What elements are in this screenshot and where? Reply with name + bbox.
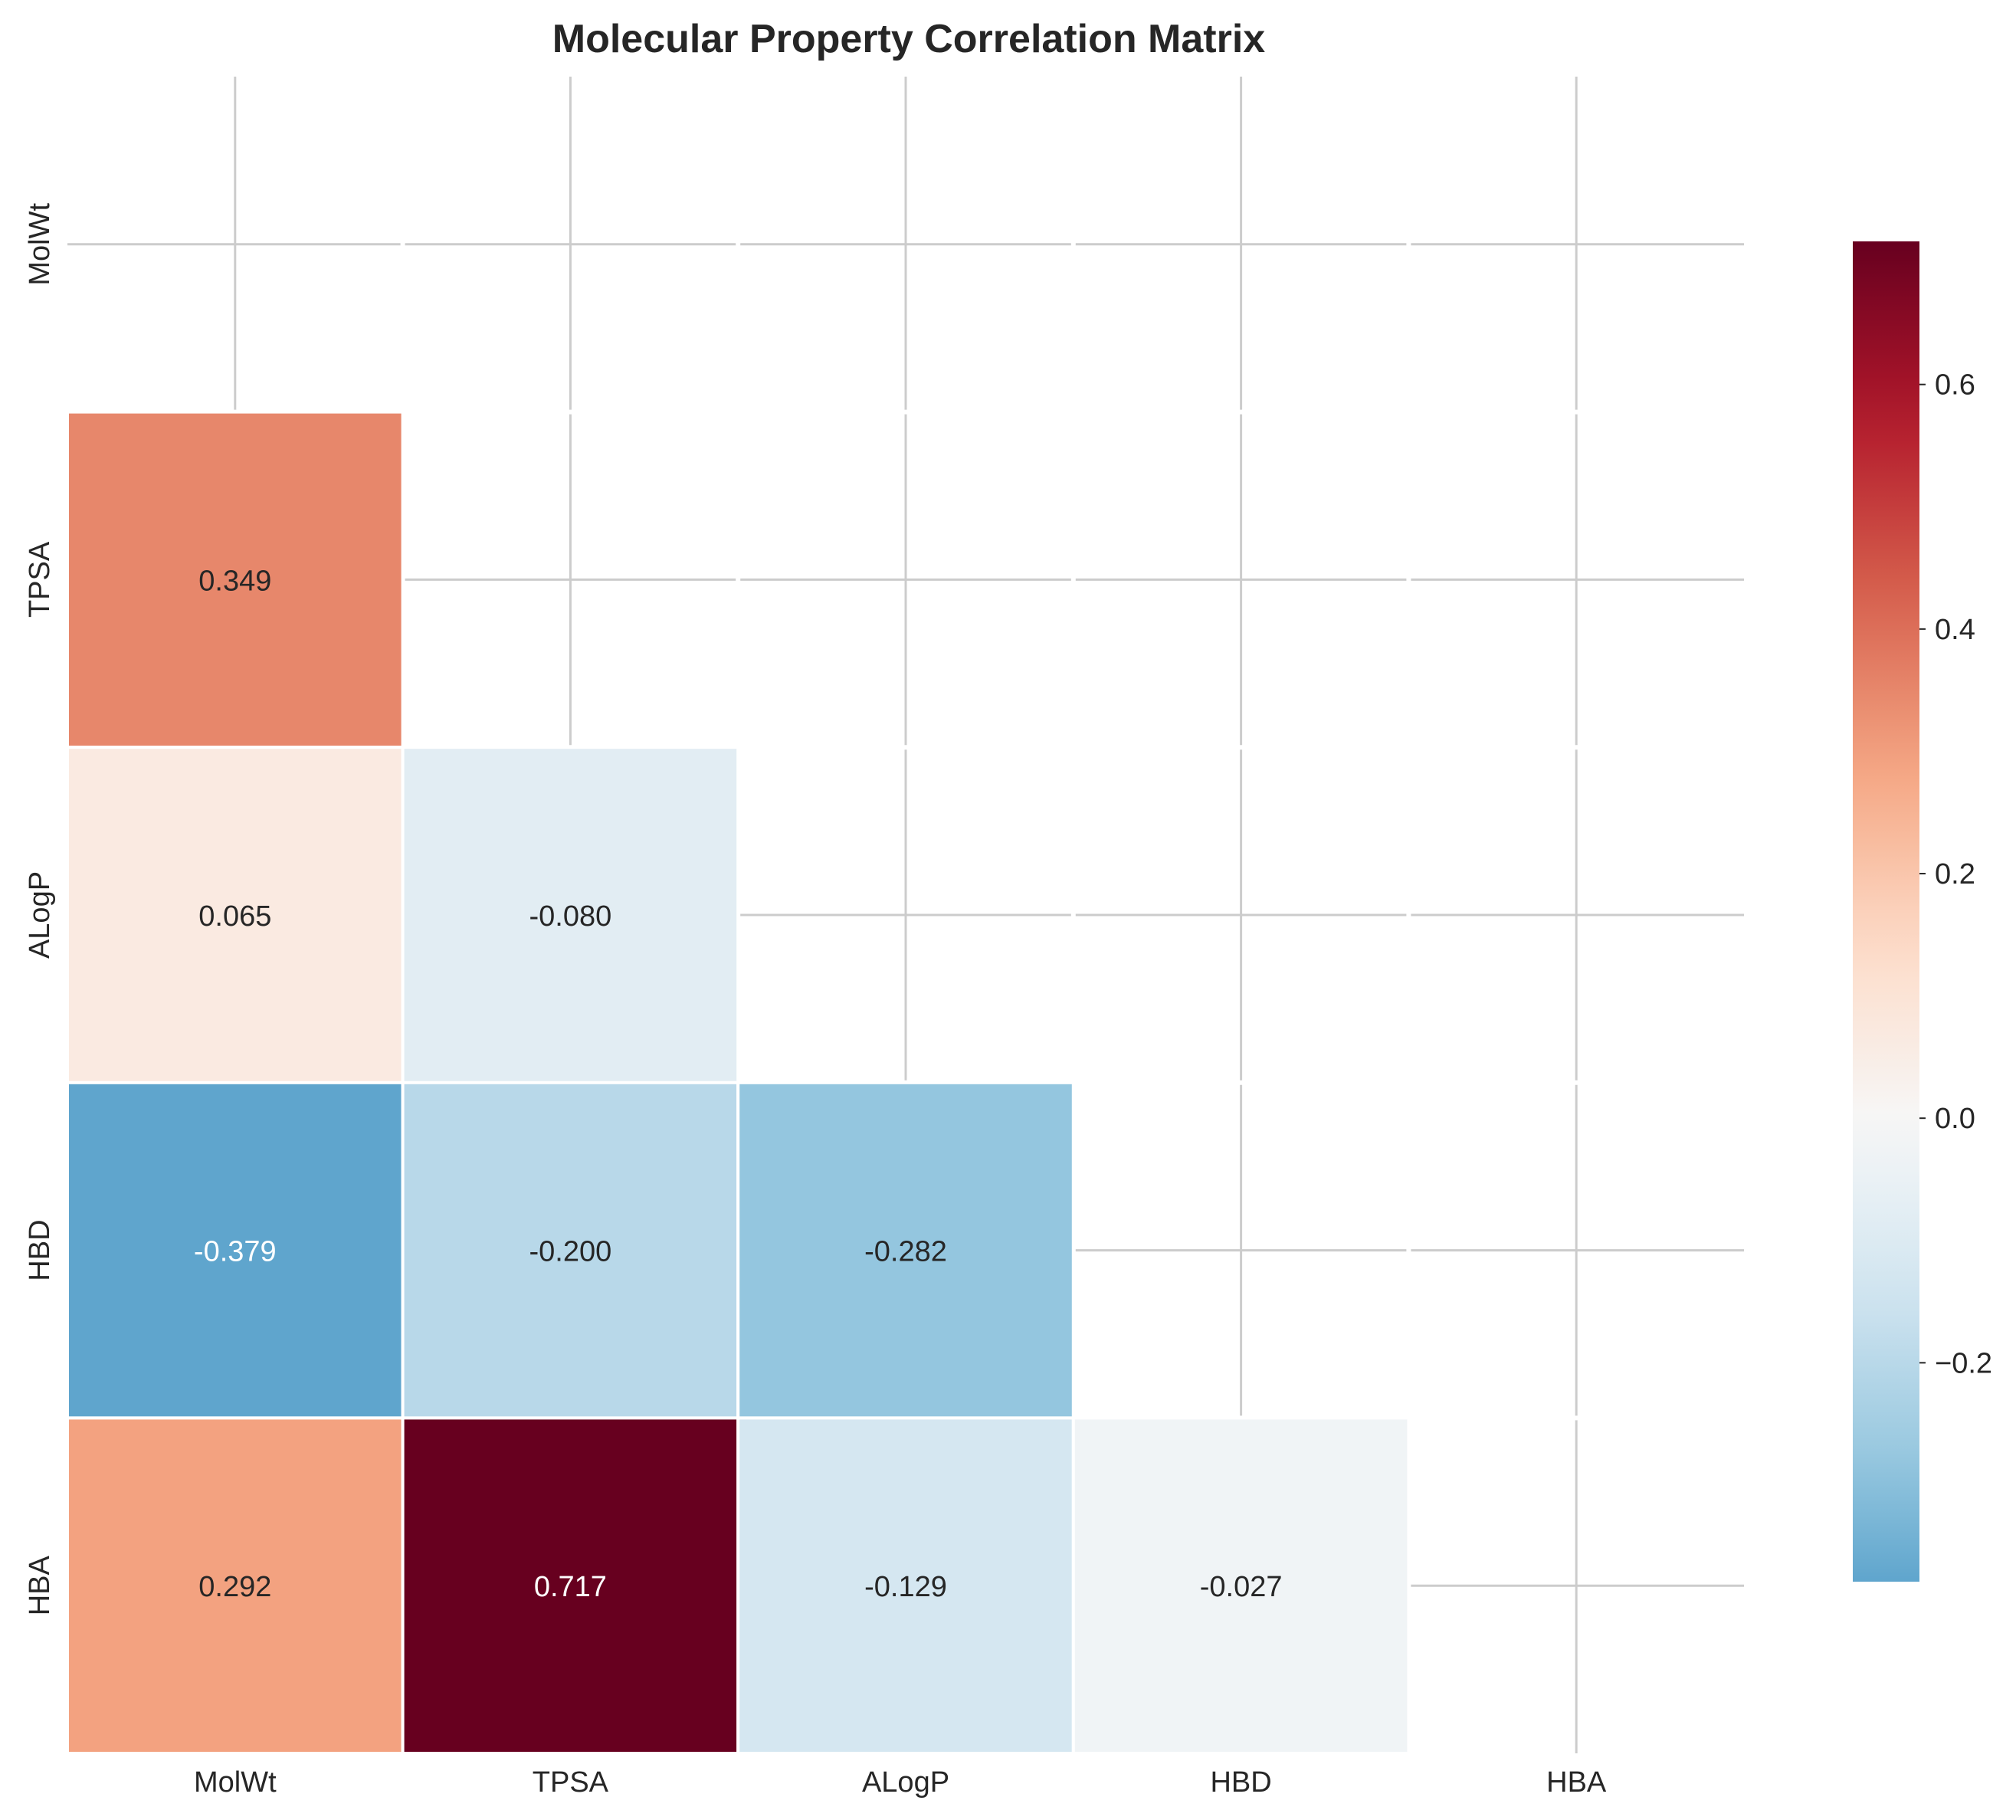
y-tick-label: HBD: [24, 1219, 56, 1281]
axis-tick-labels: MolWt MolWt TPSA TPSA ALogP ALogP HBD HBD HBA HBA: [24, 203, 1607, 1799]
heatmap-cell-hba-hbd: [1071, 1416, 1411, 1756]
colorbar-tick-label: 0.2: [1935, 858, 1975, 890]
colorbar-gradient: [1853, 241, 1919, 1582]
cell-value-label: -0.379: [194, 1236, 277, 1268]
y-tick-label: HBA: [24, 1555, 56, 1615]
cell-value-label: 0.292: [198, 1571, 271, 1603]
y-tick-label: TPSA: [24, 541, 56, 618]
heatmap-cell-hba-tpsa: [401, 1416, 740, 1756]
cell-value-label: -0.080: [529, 900, 612, 933]
x-tick-label: HBA: [1546, 1766, 1607, 1799]
y-tick-label: MolWt: [24, 203, 56, 286]
x-tick-label: MolWt: [194, 1766, 277, 1799]
cell-value-label: -0.129: [864, 1571, 947, 1603]
cell-value-label: 0.349: [198, 565, 271, 597]
x-tick-label: TPSA: [533, 1766, 609, 1799]
colorbar-tick-label: 0.0: [1935, 1103, 1975, 1135]
x-tick-label: HBD: [1210, 1766, 1271, 1799]
x-tick-label: ALogP: [862, 1766, 949, 1799]
heatmap-cell-hbd-molwt: [66, 1081, 405, 1420]
cell-value-label: 0.717: [534, 1571, 607, 1603]
colorbar-tick-label: −0.2: [1935, 1347, 1992, 1379]
colorbar-tick-label: 0.4: [1935, 614, 1975, 646]
cell-value-label: -0.282: [864, 1236, 947, 1268]
heatmap-cells: [66, 410, 1411, 1756]
cell-value-label: -0.027: [1200, 1571, 1283, 1603]
chart-title: Molecular Property Correlation Matrix: [552, 17, 1266, 61]
heatmap-cell-alogp-tpsa: [401, 746, 740, 1084]
colorbar-tick-label: 0.6: [1935, 369, 1975, 402]
heatmap-cell-hbd-tpsa: [401, 1081, 740, 1420]
cell-labels: 0.349 0.065 -0.080 -0.379 -0.200 -0.282 0.292 0…: [194, 565, 1283, 1603]
y-tick-label: ALogP: [24, 871, 56, 959]
cell-value-label: 0.065: [198, 900, 271, 933]
cell-value-label: -0.200: [529, 1236, 612, 1268]
heatmap-cell-hba-alogp: [736, 1416, 1075, 1756]
heatmap-cell-tpsa-molwt: [66, 410, 405, 749]
colorbar: −0.2 0.0 0.2 0.4 0.6: [1853, 241, 1992, 1582]
